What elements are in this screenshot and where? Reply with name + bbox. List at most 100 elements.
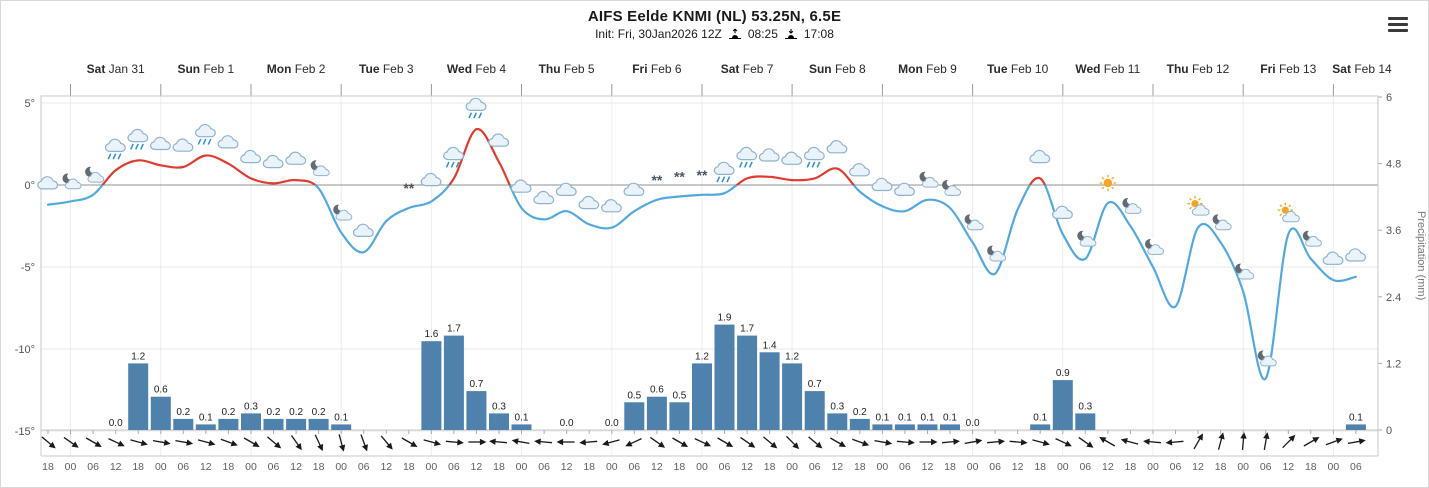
precip-value-label: 0.2 bbox=[853, 407, 867, 418]
wind-arrows bbox=[41, 432, 1366, 452]
wind-arrow bbox=[852, 438, 870, 447]
time-label: 12 bbox=[831, 461, 843, 473]
wind-arrow bbox=[423, 439, 442, 446]
snow-icon: ** bbox=[674, 169, 685, 185]
time-label: 06 bbox=[1350, 461, 1362, 473]
time-label: 00 bbox=[786, 461, 798, 473]
svg-text:**: ** bbox=[403, 180, 414, 196]
precip-bar bbox=[804, 391, 825, 430]
svg-text:**: ** bbox=[697, 167, 708, 183]
precip-labels: 0.0 1.2 0.6 0.2 0.1 0.2 0.3 0.2 0.2 0.2 0.1 1.6 1.7 0… bbox=[109, 313, 1364, 429]
time-labels: 18 00 06 12 18 00 06 12 18 00 06 12 18 00 06 12 18 00 06 12… bbox=[42, 430, 1362, 473]
time-label: 00 bbox=[65, 461, 77, 473]
precip-value-label: 0.1 bbox=[515, 412, 529, 423]
wind-arrow bbox=[1303, 437, 1320, 447]
sun-cloud-icon bbox=[1277, 202, 1300, 223]
precip-value-label: 0.6 bbox=[650, 385, 664, 396]
precip-bar bbox=[849, 418, 870, 430]
precip-value-label: 0.7 bbox=[469, 379, 483, 390]
day-label: Fri Feb 6 bbox=[632, 62, 682, 76]
wind-arrow bbox=[830, 437, 846, 447]
wind-arrow bbox=[489, 438, 508, 445]
wind-arrow bbox=[243, 437, 260, 447]
cloud-icon bbox=[1345, 248, 1367, 262]
precip-value-label: 0.2 bbox=[312, 407, 326, 418]
cloud-icon bbox=[240, 149, 262, 164]
time-label: 00 bbox=[155, 461, 167, 473]
cloud-icon bbox=[1322, 251, 1344, 265]
precip-value-label: 1.4 bbox=[763, 340, 777, 351]
wind-arrow bbox=[1055, 438, 1072, 447]
menu-button[interactable] bbox=[1388, 14, 1408, 35]
wind-arrow bbox=[717, 437, 734, 447]
time-label: 00 bbox=[516, 461, 528, 473]
sun-cloud-icon bbox=[1187, 196, 1210, 216]
menu-icon bbox=[1388, 17, 1408, 20]
temp-tick-label: -15° bbox=[15, 426, 35, 438]
wind-arrow bbox=[1282, 434, 1296, 449]
precip-value-label: 0.0 bbox=[605, 418, 619, 429]
time-label: 12 bbox=[922, 461, 934, 473]
temp-gridlines bbox=[41, 102, 1378, 432]
moon-cloud-icon bbox=[1302, 230, 1322, 247]
wind-arrow bbox=[1325, 437, 1343, 446]
time-label: 18 bbox=[1305, 461, 1317, 473]
precip-value-label: 1.2 bbox=[131, 351, 145, 362]
moon-cloud-icon bbox=[942, 179, 962, 196]
time-label: 18 bbox=[674, 461, 686, 473]
wind-arrow bbox=[919, 438, 938, 446]
precip-bar bbox=[128, 363, 149, 430]
day-label: Thu Feb 5 bbox=[539, 62, 595, 76]
cloud-icon bbox=[533, 190, 555, 205]
time-label: 00 bbox=[1147, 461, 1159, 473]
day-labels: Sat Jan 31 Sun Feb 1 Mon Feb 2 Tue Feb 3 Wed… bbox=[87, 62, 1392, 76]
wind-arrow bbox=[534, 438, 553, 445]
wind-arrow bbox=[360, 434, 368, 452]
wind-arrow bbox=[401, 437, 418, 447]
wind-arrow bbox=[130, 439, 148, 446]
cloud-icon bbox=[172, 138, 194, 152]
moon-cloud-icon bbox=[85, 166, 105, 183]
wind-arrow bbox=[1009, 439, 1028, 446]
time-label: 00 bbox=[606, 461, 618, 473]
precip-value-label: 0.1 bbox=[875, 412, 889, 423]
time-label: 00 bbox=[1237, 461, 1249, 473]
wind-arrow bbox=[1263, 432, 1270, 450]
time-label: 06 bbox=[1260, 461, 1272, 473]
day-label: Sun Feb 1 bbox=[177, 62, 234, 76]
wind-arrow bbox=[579, 439, 598, 446]
precip-bar bbox=[872, 424, 893, 430]
time-label: 00 bbox=[1057, 461, 1069, 473]
time-label: 18 bbox=[854, 461, 866, 473]
wind-arrow bbox=[987, 438, 1006, 445]
wind-arrow bbox=[1078, 436, 1094, 448]
precip-value-label: 0.2 bbox=[289, 407, 303, 418]
precip-bar bbox=[624, 402, 645, 431]
precip-bar bbox=[173, 418, 194, 430]
cloud-icon bbox=[826, 140, 848, 154]
wind-arrow bbox=[941, 438, 960, 445]
precip-bar bbox=[1030, 424, 1051, 430]
time-label: 12 bbox=[741, 461, 753, 473]
precip-value-label: 0.1 bbox=[199, 412, 213, 423]
wind-arrow bbox=[625, 438, 642, 447]
moon-cloud-icon bbox=[1235, 263, 1255, 280]
precip-value-label: 0.1 bbox=[943, 412, 957, 423]
precip-bar bbox=[331, 424, 352, 430]
time-label: 06 bbox=[177, 461, 189, 473]
precip-bar bbox=[714, 324, 735, 430]
precip-bar bbox=[443, 335, 464, 430]
cloud-icon bbox=[1029, 149, 1051, 164]
cloud-icon bbox=[37, 176, 59, 190]
day-label: Fri Feb 13 bbox=[1260, 62, 1316, 76]
time-label: 18 bbox=[1215, 461, 1227, 473]
wind-arrow bbox=[108, 438, 125, 447]
temp-tick-label: 5° bbox=[24, 98, 35, 110]
precip-value-label: 0.6 bbox=[154, 385, 168, 396]
wind-arrow bbox=[1120, 438, 1139, 445]
sun-icon bbox=[1099, 174, 1117, 192]
time-label: 06 bbox=[1170, 461, 1182, 473]
wind-arrow bbox=[1099, 437, 1116, 447]
precip-tick-labels: 6 4.8 3.6 2.4 1.2 0 bbox=[1378, 92, 1401, 437]
precip-bar bbox=[308, 418, 329, 430]
